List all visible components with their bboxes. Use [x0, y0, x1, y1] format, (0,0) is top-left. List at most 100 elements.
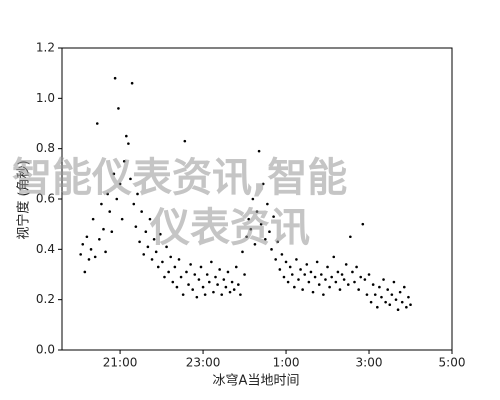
point	[140, 210, 143, 213]
point	[220, 293, 224, 296]
point	[207, 280, 211, 284]
point	[351, 270, 354, 274]
point	[394, 298, 398, 301]
point	[120, 217, 124, 221]
point	[185, 270, 188, 274]
y-axis-label: 视宁度 (角秒)	[16, 160, 32, 239]
point	[400, 300, 404, 304]
point	[226, 270, 230, 274]
point	[132, 202, 136, 206]
point	[326, 265, 329, 269]
point	[245, 235, 248, 239]
point	[382, 278, 385, 281]
point	[328, 285, 331, 289]
point	[138, 240, 141, 244]
point	[210, 260, 213, 264]
point	[177, 258, 181, 261]
point	[150, 258, 154, 261]
point	[165, 245, 168, 249]
point	[187, 283, 190, 286]
point	[167, 270, 170, 274]
point	[212, 290, 215, 294]
point	[189, 263, 192, 266]
point	[365, 293, 369, 296]
point	[81, 243, 85, 246]
point	[113, 76, 117, 80]
point	[146, 245, 150, 249]
point	[259, 222, 263, 226]
point	[320, 273, 323, 276]
point	[407, 295, 410, 299]
point	[378, 285, 381, 289]
point	[303, 273, 307, 276]
point	[159, 232, 162, 236]
point	[152, 237, 156, 241]
point	[359, 275, 363, 279]
point	[179, 275, 183, 279]
point	[148, 217, 152, 221]
point	[79, 253, 82, 256]
point	[127, 142, 130, 145]
point	[181, 293, 185, 296]
point	[324, 278, 327, 281]
point	[363, 278, 367, 281]
point	[205, 273, 209, 276]
point	[142, 253, 146, 256]
point	[100, 202, 103, 206]
y-tick-label: 0.2	[36, 292, 55, 306]
point	[136, 192, 139, 196]
point	[261, 182, 265, 186]
point	[322, 293, 325, 296]
point	[398, 290, 402, 294]
point	[330, 275, 333, 279]
point	[315, 260, 319, 264]
point	[371, 283, 375, 286]
point	[305, 263, 309, 266]
point	[102, 227, 105, 231]
point	[317, 283, 321, 286]
point	[203, 293, 207, 296]
point	[193, 273, 197, 276]
point	[222, 278, 226, 281]
point	[344, 263, 348, 266]
point	[106, 192, 109, 196]
point	[214, 275, 217, 279]
point	[263, 237, 267, 241]
point	[295, 258, 298, 261]
point	[367, 273, 371, 276]
watermark: 智能仪表资讯,智能	[12, 155, 347, 201]
point	[369, 300, 373, 304]
y-tick-label: 0.4	[36, 242, 55, 256]
point	[390, 293, 394, 296]
point	[309, 270, 313, 274]
point	[129, 177, 132, 181]
point	[218, 268, 221, 271]
x-axis-label: 冰穹A当地时间	[213, 373, 300, 389]
point	[125, 134, 128, 138]
point	[346, 283, 350, 286]
point	[293, 285, 296, 289]
point	[276, 240, 280, 244]
point	[243, 273, 246, 276]
x-tick-label: 23:00	[186, 356, 221, 370]
point	[301, 288, 304, 291]
point	[278, 268, 282, 271]
y-tick-label: 0.8	[36, 141, 55, 155]
point	[91, 217, 95, 221]
point	[249, 227, 253, 231]
point	[85, 235, 89, 239]
point	[241, 250, 244, 254]
point	[392, 280, 396, 284]
point	[230, 280, 234, 284]
point	[255, 210, 259, 213]
point	[373, 293, 377, 296]
y-tick-label: 1.2	[36, 41, 55, 55]
point	[288, 265, 292, 269]
point	[163, 275, 166, 279]
point	[380, 295, 383, 299]
point	[87, 258, 91, 261]
point	[154, 250, 158, 254]
point	[239, 293, 242, 296]
point	[405, 305, 408, 309]
